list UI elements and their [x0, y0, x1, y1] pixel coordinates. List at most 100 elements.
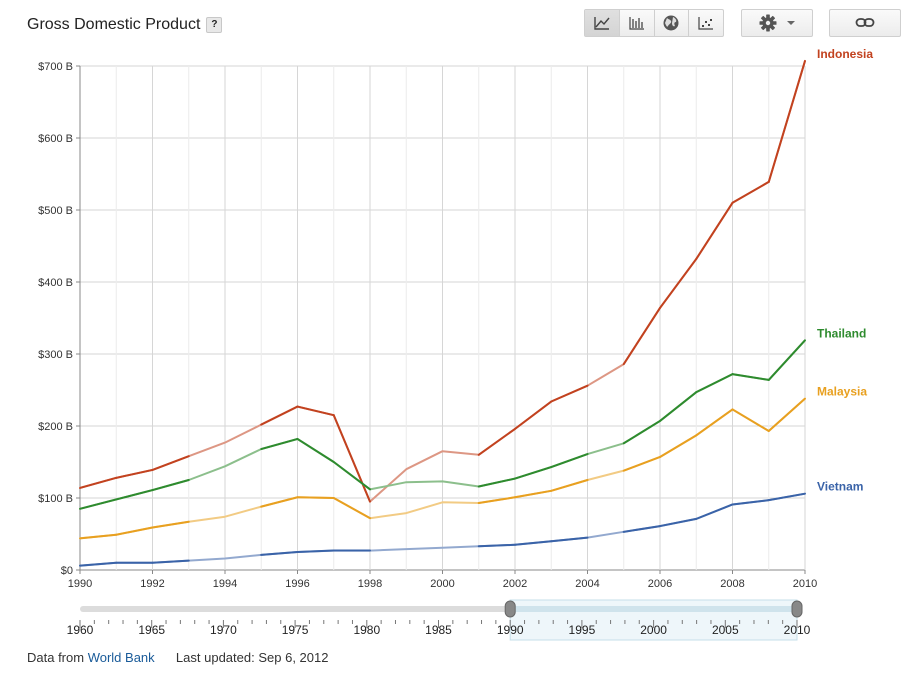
- y-tick-label: $300 B: [38, 349, 73, 361]
- series-label-indonesia[interactable]: Indonesia: [817, 47, 873, 61]
- timeline-tick-label: 2005: [712, 623, 739, 637]
- series-segment-vietnam: [695, 503, 734, 520]
- series-segment-vietnam: [151, 559, 190, 564]
- line-chart-button[interactable]: [585, 10, 620, 36]
- series-segment-indonesia: [695, 201, 734, 260]
- series-segment-thailand: [731, 373, 770, 381]
- bar-chart-icon: [629, 17, 644, 30]
- y-axis: $0 $100 B $200 B $300 B $400 B $500 B $600 B $7…: [38, 61, 80, 577]
- timeline-selected-track: [510, 606, 797, 612]
- scatter-chart-button[interactable]: [689, 10, 723, 36]
- series-segment-thailand: [767, 339, 806, 381]
- settings-button[interactable]: [741, 9, 813, 37]
- bar-chart-button[interactable]: [620, 10, 655, 36]
- series-segment-malaysia: [477, 496, 516, 505]
- series-segment-malaysia: [695, 408, 734, 437]
- time-range-slider: 1960 1965 1970 1975 1980 1985 1990 1995 2000 2005…: [67, 599, 811, 641]
- series-segment-malaysia: [622, 455, 661, 472]
- link-icon: [855, 18, 875, 27]
- help-button[interactable]: ?: [206, 17, 223, 33]
- series-label-thailand[interactable]: Thailand: [817, 326, 866, 340]
- timeline-tick-label: 1975: [282, 623, 309, 637]
- series-segment-thailand: [514, 466, 553, 480]
- series-segment-thailand: [260, 437, 299, 451]
- series-segment-vietnam: [514, 540, 553, 546]
- last-updated-label: Last updated:: [175, 650, 255, 665]
- series-segment-vietnam: [477, 543, 516, 548]
- y-tick-label: $200 B: [38, 421, 73, 433]
- y-tick-label: $100 B: [38, 493, 73, 505]
- gear-icon: [759, 14, 777, 32]
- series-segment-indonesia: [477, 427, 516, 456]
- series-segment-vietnam: [731, 499, 770, 506]
- last-updated-date: Sep 6, 2012: [258, 650, 329, 665]
- x-axis: 1990 1992 1994 1996 1998 2000 2002 2004 2006 2008…: [68, 570, 817, 590]
- timeline-tick-label: 1965: [138, 623, 165, 637]
- x-tick-label: 1992: [140, 578, 164, 590]
- timeline-handle-end[interactable]: [791, 600, 803, 618]
- timeline-tick-label: 2000: [640, 623, 667, 637]
- x-tick-label: 1998: [358, 578, 382, 590]
- series-segment-thailand: [79, 498, 118, 510]
- series-segment-indonesia: [767, 59, 806, 183]
- timeline-tick-label: 1995: [569, 623, 596, 637]
- y-tick-label: $700 B: [38, 61, 73, 73]
- series-segment-vietnam: [622, 525, 661, 533]
- timeline-tick-label: 1990: [497, 623, 524, 637]
- x-tick-label: 2000: [430, 578, 454, 590]
- timeline-tick-label: 1985: [425, 623, 452, 637]
- series-segment-indonesia: [731, 180, 770, 204]
- line-chart-icon: [594, 17, 610, 30]
- timeline-tick-label: 1960: [67, 623, 94, 637]
- series-segment-indonesia: [332, 414, 371, 503]
- series-segment-indonesia: [151, 455, 190, 471]
- x-tick-label: 1996: [285, 578, 309, 590]
- series-labels: Indonesia Thailand Malaysia Vietnam: [817, 47, 873, 494]
- footer: Data from World Bank Last updated: Sep 6…: [27, 650, 328, 665]
- x-tick-label: 2008: [720, 578, 744, 590]
- chart-title-text: Gross Domestic Product: [27, 16, 201, 33]
- series-segment-vietnam: [659, 517, 698, 528]
- timeline-tick-label: 2010: [784, 623, 811, 637]
- series-segment-thailand: [115, 489, 154, 501]
- series-segment-thailand: [622, 419, 661, 445]
- series-segment-indonesia: [296, 405, 335, 417]
- series-segment-indonesia: [79, 476, 118, 489]
- map-chart-button[interactable]: [655, 10, 690, 36]
- chart-type-toolbar: [584, 9, 724, 37]
- series-segment-thailand: [477, 477, 516, 488]
- series-segment-thailand: [296, 437, 335, 463]
- x-tick-label: 2004: [575, 578, 599, 590]
- timeline-handle-start[interactable]: [504, 600, 516, 618]
- series-segment-malaysia: [731, 408, 770, 433]
- series-segment-malaysia: [767, 397, 806, 433]
- timeline-tick-label: 1970: [210, 623, 237, 637]
- series-segment-malaysia: [514, 489, 553, 499]
- x-tick-label: 1990: [68, 578, 92, 590]
- series-segment-malaysia: [296, 496, 335, 499]
- series-label-malaysia[interactable]: Malaysia: [817, 385, 867, 399]
- chart-title: Gross Domestic Product?: [27, 16, 223, 34]
- series-segment-thailand: [550, 453, 589, 469]
- series-segment-malaysia: [550, 479, 589, 492]
- data-source-prefix: Data from: [27, 650, 85, 665]
- series-segment-thailand: [659, 391, 698, 422]
- series-segment-indonesia: [622, 306, 661, 366]
- series-segment-vietnam: [296, 549, 335, 553]
- series-segment-vietnam: [550, 536, 589, 543]
- chart-grid: [79, 65, 806, 571]
- series-segment-vietnam: [260, 551, 299, 556]
- series-segment-malaysia: [115, 526, 154, 536]
- series-segment-malaysia: [79, 533, 118, 540]
- series-segment-indonesia: [550, 384, 589, 403]
- x-tick-label: 1994: [213, 578, 237, 590]
- globe-map-icon: [663, 15, 679, 31]
- x-tick-label: 2002: [503, 578, 527, 590]
- timeline-tick-label: 1980: [353, 623, 380, 637]
- y-tick-label: $500 B: [38, 205, 73, 217]
- link-button[interactable]: [829, 9, 901, 37]
- series-label-vietnam[interactable]: Vietnam: [817, 480, 863, 494]
- series-segment-indonesia: [514, 400, 553, 430]
- data-source-link[interactable]: World Bank: [87, 650, 155, 665]
- series-segment-malaysia: [151, 520, 190, 529]
